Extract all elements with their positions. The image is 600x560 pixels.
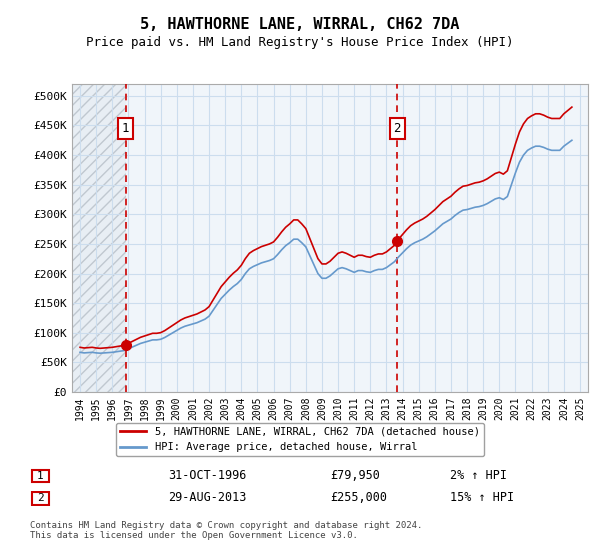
Text: 2: 2 bbox=[394, 122, 401, 135]
Text: 5, HAWTHORNE LANE, WIRRAL, CH62 7DA: 5, HAWTHORNE LANE, WIRRAL, CH62 7DA bbox=[140, 17, 460, 32]
Text: 31-OCT-1996: 31-OCT-1996 bbox=[168, 469, 247, 482]
FancyBboxPatch shape bbox=[32, 492, 49, 505]
FancyBboxPatch shape bbox=[32, 470, 49, 482]
Legend: 5, HAWTHORNE LANE, WIRRAL, CH62 7DA (detached house), HPI: Average price, detach: 5, HAWTHORNE LANE, WIRRAL, CH62 7DA (det… bbox=[116, 423, 484, 456]
Bar bbox=[72, 84, 126, 392]
Text: Contains HM Land Registry data © Crown copyright and database right 2024.
This d: Contains HM Land Registry data © Crown c… bbox=[30, 521, 422, 540]
Text: £255,000: £255,000 bbox=[330, 491, 387, 505]
Text: 1: 1 bbox=[37, 471, 44, 481]
Text: 1: 1 bbox=[122, 122, 130, 135]
Text: 29-AUG-2013: 29-AUG-2013 bbox=[168, 491, 247, 505]
Text: Price paid vs. HM Land Registry's House Price Index (HPI): Price paid vs. HM Land Registry's House … bbox=[86, 36, 514, 49]
Text: 15% ↑ HPI: 15% ↑ HPI bbox=[450, 491, 514, 505]
Text: 2: 2 bbox=[37, 493, 44, 503]
Text: £79,950: £79,950 bbox=[330, 469, 380, 482]
Text: 2% ↑ HPI: 2% ↑ HPI bbox=[450, 469, 507, 482]
